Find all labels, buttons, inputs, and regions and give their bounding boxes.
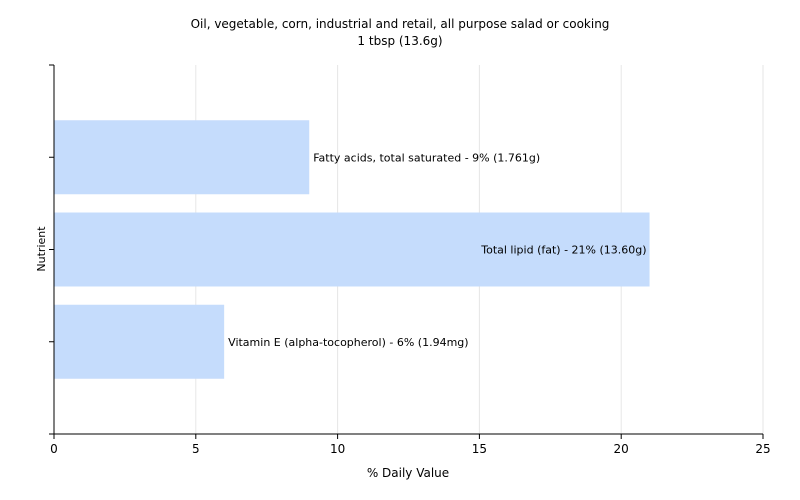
bar <box>54 212 650 287</box>
bar-data-label: Vitamin E (alpha-tocopherol) - 6% (1.94m… <box>228 336 468 349</box>
y-axis-label: Nutrient <box>35 226 48 272</box>
x-axis-label: % Daily Value <box>367 466 449 480</box>
x-tick-label: 20 <box>614 442 629 456</box>
x-tick-label: 0 <box>50 442 58 456</box>
bar-data-label: Fatty acids, total saturated - 9% (1.761… <box>313 151 540 164</box>
x-tick-label: 10 <box>330 442 345 456</box>
bar <box>54 304 225 379</box>
bar <box>54 120 310 195</box>
bars <box>54 120 650 379</box>
bar-data-label: Total lipid (fat) - 21% (13.60g) <box>480 244 646 257</box>
axes <box>49 64 764 439</box>
x-tick-label: 5 <box>192 442 200 456</box>
chart-subtitle: 1 tbsp (13.6g) <box>357 34 442 48</box>
chart-title: Oil, vegetable, corn, industrial and ret… <box>191 17 610 31</box>
bar-labels: Fatty acids, total saturated - 9% (1.761… <box>228 151 646 349</box>
x-tick-label: 15 <box>472 442 487 456</box>
x-tick-labels: 0 5 10 15 20 25 <box>50 442 770 456</box>
x-tick-label: 25 <box>755 442 770 456</box>
